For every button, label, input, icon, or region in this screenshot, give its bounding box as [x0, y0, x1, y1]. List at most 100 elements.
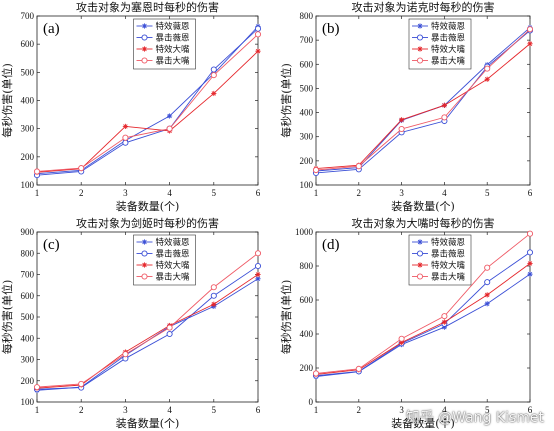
y-tick-label: 300	[300, 132, 314, 142]
legend-label: 特效大嘴	[156, 44, 191, 55]
panel-label: (c)	[43, 237, 60, 253]
series-2	[33, 262, 262, 393]
legend-marker	[141, 239, 148, 245]
y-tick-label: 400	[300, 108, 314, 118]
legend-item: 暴击薇恩	[136, 33, 191, 44]
y-tick-label: 300	[21, 124, 35, 134]
x-axis-label: 装备数量(个)	[391, 416, 455, 430]
data-point	[211, 301, 217, 307]
data-point	[526, 26, 534, 33]
legend-item: 暴击大嘴	[136, 272, 190, 283]
y-tick-label: 700	[21, 11, 35, 21]
data-point	[166, 125, 173, 132]
legend-marker	[141, 57, 148, 64]
y-axis-label: 每秒伤害(单位)	[279, 280, 293, 355]
chart-title: 攻击对象为剑姬时每秒的伤害	[76, 216, 219, 230]
x-tick-label: 5	[485, 405, 490, 415]
watermark-text: 知乎 @Wang Kismet	[405, 410, 544, 426]
legend-item: 特效薇恩	[412, 21, 466, 32]
series-3	[34, 271, 261, 391]
legend-marker	[417, 239, 423, 245]
legend-label: 特效大嘴	[156, 260, 191, 271]
data-point	[122, 139, 129, 146]
data-point	[484, 279, 491, 286]
chart-panel-a: 攻击对象为塞恩时每秒的伤害 100 200 300 400 500 600 700 1 2 3 4 5 6…	[0, 0, 262, 213]
series-line	[36, 252, 259, 388]
data-point	[254, 25, 262, 32]
data-point	[167, 113, 173, 119]
data-point	[254, 31, 262, 38]
legend-marker	[141, 273, 148, 280]
y-tick-label: 400	[21, 96, 35, 106]
legend-item: 特效薇恩	[136, 237, 190, 248]
y-tick-label: 400	[300, 329, 314, 339]
legend-item: 暴击薇恩	[412, 33, 466, 44]
data-point	[355, 365, 362, 372]
data-point	[312, 166, 320, 174]
series-line	[36, 28, 259, 176]
data-point	[527, 41, 533, 47]
plot-area-frame	[315, 231, 531, 403]
series-line	[315, 233, 531, 374]
legend-marker	[141, 46, 148, 52]
y-tick-label: 900	[21, 227, 35, 237]
x-tick-label: 3	[399, 188, 404, 198]
y-tick-label: 300	[21, 355, 35, 365]
data-point	[398, 335, 405, 342]
data-point	[527, 260, 533, 267]
series-line	[36, 265, 259, 390]
data-point	[484, 301, 490, 307]
x-tick-label: 3	[123, 188, 128, 198]
chart-panel-d: 攻击对象为大嘴时每秒的伤害 0 200 400 600 800 1000 1 2 3 4 5 6 装备数量…	[279, 216, 534, 430]
x-tick-label: 2	[79, 405, 84, 415]
legend-item: 暴击大嘴	[412, 56, 466, 67]
y-tick-label: 800	[21, 248, 35, 258]
y-tick-label: 400	[21, 333, 35, 343]
x-axis-label: 装备数量(个)	[116, 199, 180, 213]
x-tick-label: 6	[256, 405, 261, 415]
legend-label: 暴击薇恩	[156, 249, 191, 260]
legend-marker	[416, 273, 424, 280]
legend-label: 暴击大嘴	[156, 56, 191, 67]
legend-label: 暴击大嘴	[431, 56, 466, 67]
y-tick-label: 100	[21, 180, 35, 190]
legend-marker	[416, 57, 424, 64]
chart-title: 攻击对象为塞恩时每秒的伤害	[76, 0, 219, 14]
legend-label: 特效薇恩	[431, 21, 466, 32]
x-tick-label: 4	[442, 188, 447, 198]
legend-marker	[141, 262, 148, 268]
x-tick-label: 4	[167, 405, 172, 415]
data-point	[122, 351, 129, 358]
legend-label: 特效大嘴	[431, 44, 466, 55]
panel-label: (a)	[43, 21, 60, 37]
x-tick-label: 1	[314, 188, 319, 198]
data-point	[254, 250, 262, 257]
panel-label: (b)	[322, 21, 340, 37]
y-tick-label: 500	[21, 67, 35, 77]
legend-marker	[416, 34, 424, 41]
legend-item: 暴击大嘴	[136, 56, 191, 67]
x-tick-label: 5	[212, 188, 217, 198]
data-point	[210, 66, 217, 73]
series-line	[36, 278, 259, 391]
data-point	[254, 262, 262, 270]
x-tick-label: 2	[79, 188, 84, 198]
series-line	[315, 273, 531, 377]
chart-panel-c: 攻击对象为剑姬时每秒的伤害 100 200 300 400 500 600 700 800 900…	[0, 216, 262, 430]
data-point	[441, 114, 448, 121]
y-tick-label: 500	[21, 312, 35, 322]
x-tick-label: 2	[357, 405, 362, 415]
legend-label: 特效薇恩	[431, 237, 466, 248]
x-tick-label: 6	[528, 188, 533, 198]
legend-label: 暴击薇恩	[431, 249, 466, 260]
y-tick-label: 600	[21, 39, 35, 49]
y-tick-label: 600	[21, 291, 35, 301]
series-line	[315, 30, 531, 174]
data-point	[526, 249, 534, 256]
plot-area-frame	[315, 15, 531, 186]
legend-label: 暴击薇恩	[156, 33, 191, 44]
legend-marker	[416, 250, 424, 257]
legend-label: 暴击大嘴	[431, 272, 466, 283]
